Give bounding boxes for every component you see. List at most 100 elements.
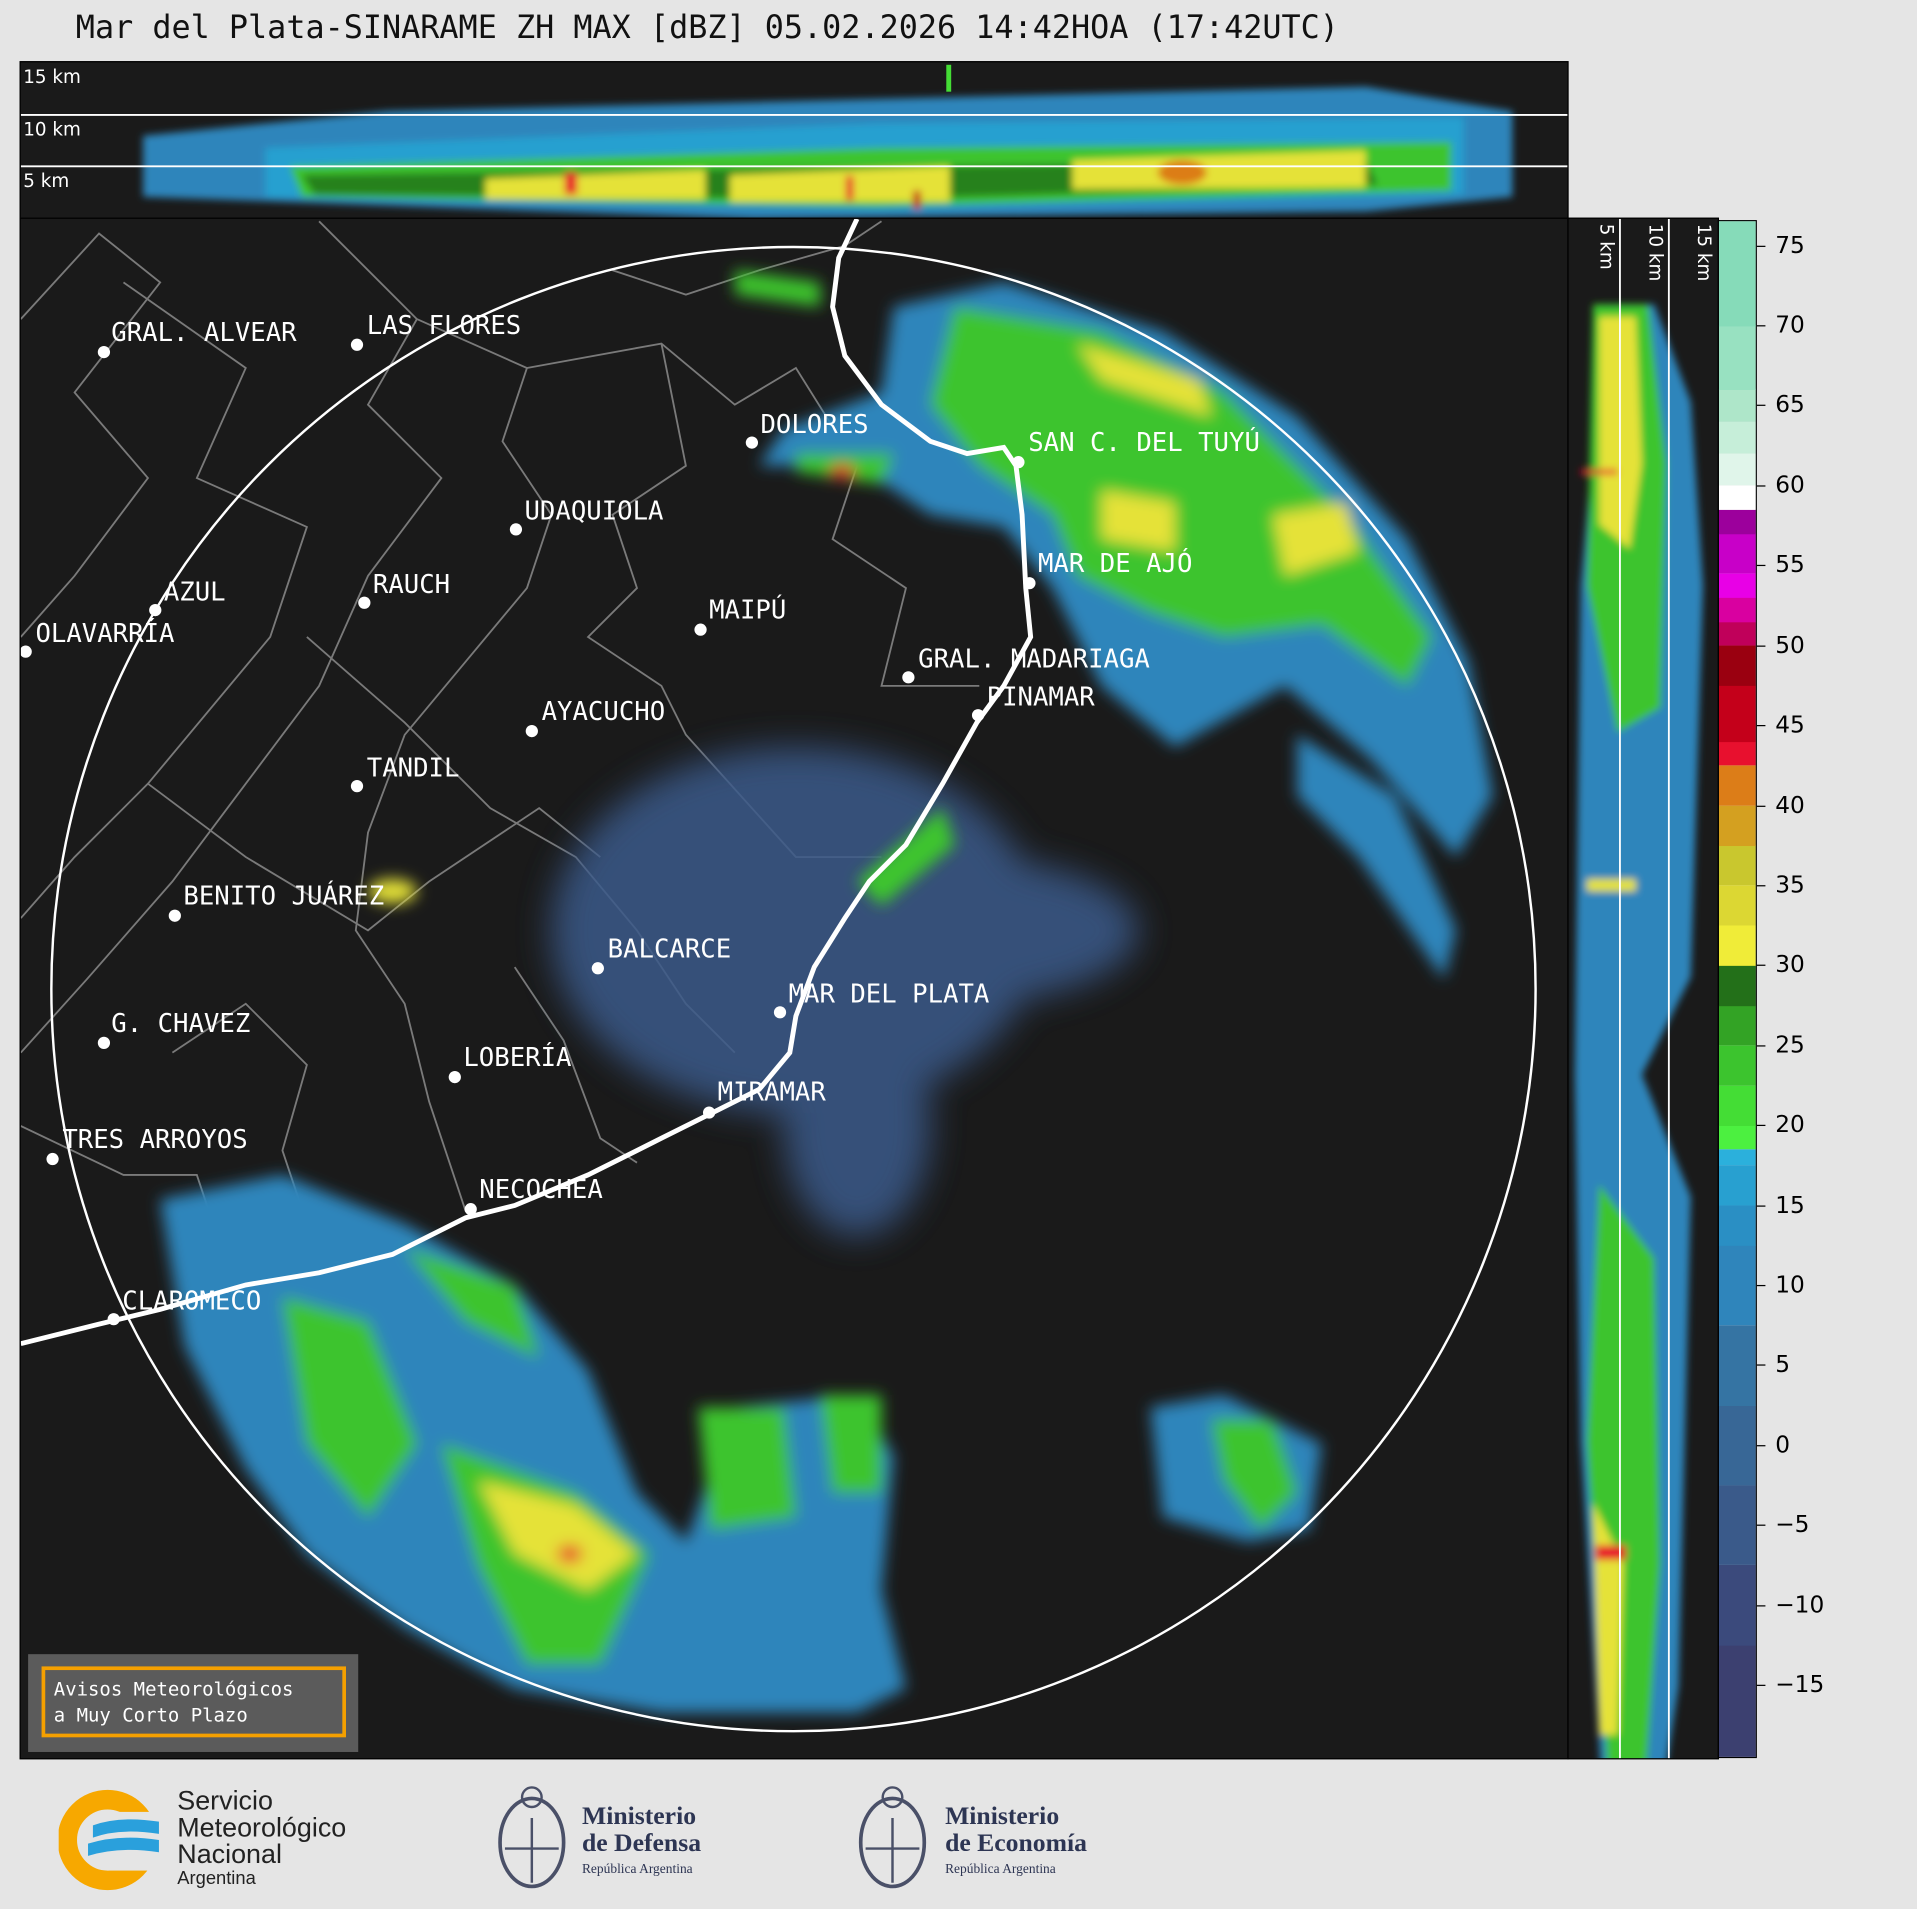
colorbar-band <box>1718 533 1756 574</box>
colorbar-band <box>1718 453 1756 486</box>
colorbar-band <box>1718 1085 1756 1126</box>
city-san-clemente-del-tuyu: SAN C. DEL TUYÚ <box>1012 426 1260 469</box>
height-label-15km: 15 km <box>23 66 81 89</box>
smn-emblem-icon <box>58 1789 169 1891</box>
argentina-coat-of-arms-icon <box>858 1786 927 1889</box>
city-g-chavez: G. CHAVEZ <box>97 1009 250 1049</box>
svg-text:NECOCHEA: NECOCHEA <box>479 1175 603 1205</box>
svg-text:LOBERÍA: LOBERÍA <box>463 1041 571 1073</box>
colorbar-band <box>1718 325 1756 390</box>
reflectivity-colorbar <box>1717 220 1757 1759</box>
svg-text:MAR DEL PLATA: MAR DEL PLATA <box>789 980 990 1010</box>
colorbar-band <box>1718 645 1756 686</box>
city-dolores: DOLORES <box>745 410 869 449</box>
radar-map[interactable]: GRAL. ALVEAR LAS FLORES DOLORES SAN C. D… <box>19 217 1569 1760</box>
colorbar-band <box>1718 389 1756 422</box>
svg-text:DOLORES: DOLORES <box>760 410 868 440</box>
svg-text:UDAQUIOLA: UDAQUIOLA <box>524 497 663 527</box>
colorbar-tick <box>1756 805 1766 807</box>
colorbar-band <box>1718 221 1756 326</box>
warnings-legend-frame: Avisos Meteorológicos a Muy Corto Plazo <box>41 1666 346 1738</box>
city-ayacucho: AYACUCHO <box>525 697 666 738</box>
colorbar-tick-label: 55 <box>1775 551 1805 579</box>
svg-text:AYACUCHO: AYACUCHO <box>542 697 666 727</box>
defensa-line-2: de Defensa <box>581 1827 702 1858</box>
colorbar-band <box>1718 1324 1756 1406</box>
colorbar-tick <box>1756 1684 1766 1687</box>
colorbar-band <box>1718 573 1756 598</box>
colorbar-band <box>1718 741 1756 766</box>
legend-line-1: Avisos Meteorológicos <box>53 1678 294 1701</box>
defensa-line-3: República Argentina <box>581 1862 693 1877</box>
svg-text:TRES ARROYOS: TRES ARROYOS <box>62 1125 247 1155</box>
city-tres-arroyos: TRES ARROYOS <box>46 1125 248 1166</box>
colorbar-tick <box>1756 325 1766 327</box>
colorbar-tick <box>1756 405 1766 407</box>
colorbar-tick-label: 75 <box>1775 231 1805 259</box>
svg-text:MAIPÚ: MAIPÚ <box>709 594 786 626</box>
colorbar-tick <box>1756 245 1766 247</box>
svg-text:PINAMAR: PINAMAR <box>987 682 1096 712</box>
colorbar-band <box>1718 805 1756 846</box>
city-maipu: MAIPÚ <box>694 594 786 636</box>
economia-line-3: República Argentina <box>945 1862 1056 1877</box>
side-height-label-15km: 15 km <box>1693 223 1716 282</box>
svg-text:LAS FLORES: LAS FLORES <box>367 311 521 341</box>
smn-line-2: Meteorológico <box>177 1811 347 1843</box>
colorbar-tick <box>1756 645 1766 647</box>
colorbar-band <box>1718 965 1756 1006</box>
colorbar-tick-label: −5 <box>1775 1511 1810 1539</box>
argentina-coat-of-arms-icon <box>498 1786 566 1889</box>
city-balcarce: BALCARCE <box>591 934 732 975</box>
svg-text:BALCARCE: BALCARCE <box>608 934 732 964</box>
city-pinamar: PINAMAR <box>971 682 1096 722</box>
city-mar-de-ajo: MAR DE AJÓ <box>1023 547 1192 590</box>
colorbar-tick-label: 30 <box>1775 951 1805 979</box>
svg-text:GRAL. ALVEAR: GRAL. ALVEAR <box>111 318 297 348</box>
warnings-legend-box[interactable]: Avisos Meteorológicos a Muy Corto Plazo <box>28 1654 359 1752</box>
colorbar-tick <box>1756 565 1766 567</box>
svg-text:CLAROMECO: CLAROMECO <box>122 1286 261 1316</box>
colorbar-tick-label: 5 <box>1775 1351 1791 1379</box>
colorbar-band <box>1718 925 1756 966</box>
city-claromeco: CLAROMECO <box>107 1286 261 1326</box>
colorbar-tick-label: 70 <box>1775 311 1805 339</box>
defensa-line-1: Ministerio <box>581 1800 697 1831</box>
colorbar-tick-label: 40 <box>1775 791 1805 819</box>
radar-map-canvas: GRAL. ALVEAR LAS FLORES DOLORES SAN C. D… <box>20 218 1537 1733</box>
top-cross-section: 15 km 10 km 5 km <box>19 61 1569 219</box>
legend-line-2: a Muy Corto Plazo <box>53 1704 248 1727</box>
colorbar-tick <box>1756 965 1766 967</box>
colorbar-tick <box>1756 885 1766 887</box>
colorbar-tick <box>1756 1284 1766 1287</box>
colorbar-band <box>1718 685 1756 742</box>
city-tandil: TANDIL <box>350 753 459 793</box>
svg-text:G. CHAVEZ: G. CHAVEZ <box>111 1009 250 1039</box>
city-azul: AZUL <box>149 577 226 617</box>
svg-text:OLAVARRÍA: OLAVARRÍA <box>35 617 174 649</box>
smn-line-1: Servicio <box>177 1784 273 1816</box>
city-benito-juarez: BENITO JUÁREZ <box>168 880 384 922</box>
svg-text:GRAL. MADARIAGA: GRAL. MADARIAGA <box>918 645 1150 675</box>
colorbar-tick-label: 0 <box>1775 1431 1791 1459</box>
smn-logo: Servicio Meteorológico Nacional Argentin… <box>58 1784 401 1901</box>
colorbar-tick-label: 25 <box>1775 1031 1805 1059</box>
colorbar-tick-label: 50 <box>1775 631 1805 659</box>
smn-line-3: Nacional <box>177 1838 282 1870</box>
colorbar-band <box>1718 885 1756 926</box>
economia-line-2: de Economía <box>945 1827 1088 1858</box>
side-height-label-5km: 5 km <box>1595 223 1618 270</box>
city-las-flores: LAS FLORES <box>350 311 521 351</box>
range-ring <box>50 245 1537 1733</box>
colorbar-band <box>1718 1165 1756 1206</box>
svg-text:RAUCH: RAUCH <box>373 570 450 600</box>
colorbar-band <box>1718 1564 1756 1646</box>
smn-line-4: Argentina <box>177 1868 256 1889</box>
colorbar-tick <box>1756 1364 1766 1367</box>
colorbar-tick-label: 15 <box>1775 1191 1805 1219</box>
colorbar-tick-label: 45 <box>1775 711 1805 739</box>
height-label-5km: 5 km <box>23 169 70 192</box>
coastline <box>20 218 1034 1347</box>
city-olavarria: OLAVARRÍA <box>20 617 174 658</box>
economia-line-1: Ministerio <box>945 1800 1060 1831</box>
